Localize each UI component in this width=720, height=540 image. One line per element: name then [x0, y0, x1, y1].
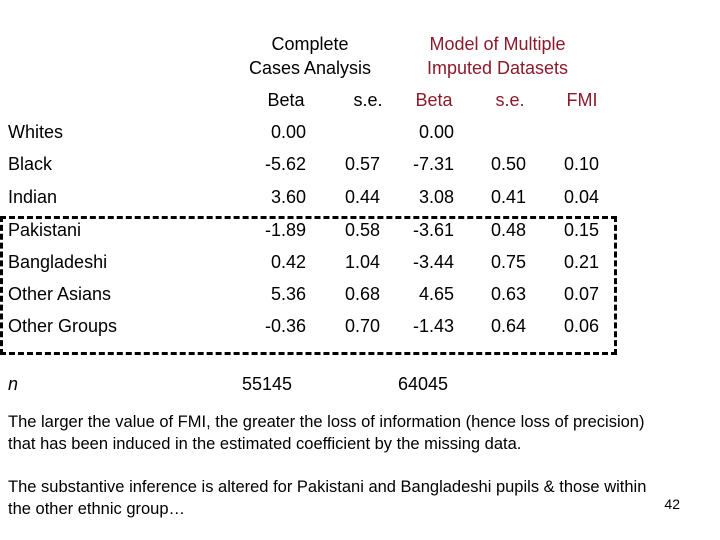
col-header-fmi: FMI	[566, 90, 598, 110]
multiple-imputation-header-line2: Imputed Datasets	[426, 58, 569, 78]
highlight-dashed-box	[0, 216, 617, 355]
cell-beta-complete: -1.89	[264, 220, 306, 240]
cell-beta-imputed: -7.31	[412, 154, 454, 174]
cell-beta-complete: -5.62	[264, 154, 306, 174]
inference-note: The substantive inference is altered for…	[8, 478, 647, 518]
fmi-explanation-note: The larger the value of FMI, the greater…	[8, 413, 645, 453]
cell-se-imputed: 0.48	[490, 220, 526, 240]
cell-beta-complete: 5.36	[270, 284, 306, 304]
col-header-beta-imputed: Beta	[415, 90, 453, 110]
cell-beta-complete: -0.36	[264, 316, 306, 336]
page-number: 42	[664, 496, 680, 512]
row-label-other-asians: Other Asians	[8, 284, 112, 304]
complete-cases-header-line1: Complete	[271, 34, 349, 54]
cell-se-complete: 0.57	[344, 154, 380, 174]
cell-fmi: 0.10	[563, 154, 599, 174]
cell-se-complete: 0.44	[344, 187, 380, 207]
row-label-indian: Indian	[8, 187, 58, 207]
cell-fmi: 0.07	[563, 284, 599, 304]
cell-se-imputed: 0.63	[490, 284, 526, 304]
cell-beta-imputed: -3.61	[412, 220, 454, 240]
cell-se-complete: 0.68	[344, 284, 380, 304]
cell-beta-complete: 3.60	[270, 187, 306, 207]
cell-beta-imputed: -1.43	[412, 316, 454, 336]
cell-beta-imputed: -3.44	[412, 252, 454, 272]
cell-se-imputed: 0.50	[490, 154, 526, 174]
row-label-other-groups: Other Groups	[8, 316, 118, 336]
col-header-beta-complete: Beta	[267, 90, 305, 110]
n-label: n	[8, 374, 19, 394]
cell-beta-imputed: 4.65	[418, 284, 454, 304]
cell-beta-imputed: 0.00	[418, 122, 454, 142]
complete-cases-header-line2: Cases Analysis	[248, 58, 372, 78]
cell-fmi: 0.15	[563, 220, 599, 240]
cell-se-imputed: 0.41	[490, 187, 526, 207]
multiple-imputation-header: Model of Multiple Imputed Datasets	[410, 32, 585, 80]
cell-fmi: 0.04	[563, 187, 599, 207]
col-header-se-imputed: s.e.	[495, 90, 525, 110]
cell-se-imputed: 0.64	[490, 316, 526, 336]
cell-beta-imputed: 3.08	[418, 187, 454, 207]
multiple-imputation-header-line1: Model of Multiple	[429, 34, 566, 54]
complete-cases-header: Complete Cases Analysis	[230, 32, 390, 80]
cell-fmi: 0.06	[563, 316, 599, 336]
col-header-se-complete: s.e.	[353, 90, 383, 110]
cell-se-complete: 0.70	[344, 316, 380, 336]
cell-beta-complete: 0.00	[270, 122, 306, 142]
cell-fmi: 0.21	[563, 252, 599, 272]
n-imputed-value: 64045	[398, 374, 449, 394]
cell-se-complete: 1.04	[344, 252, 380, 272]
n-complete-value: 55145	[242, 374, 293, 394]
cell-beta-complete: 0.42	[270, 252, 306, 272]
row-label-black: Black	[8, 154, 53, 174]
row-label-pakistani: Pakistani	[8, 220, 82, 240]
cell-se-imputed: 0.75	[490, 252, 526, 272]
row-label-bangladeshi: Bangladeshi	[8, 252, 108, 272]
row-label-whites: Whites	[8, 122, 64, 142]
cell-se-complete: 0.58	[344, 220, 380, 240]
